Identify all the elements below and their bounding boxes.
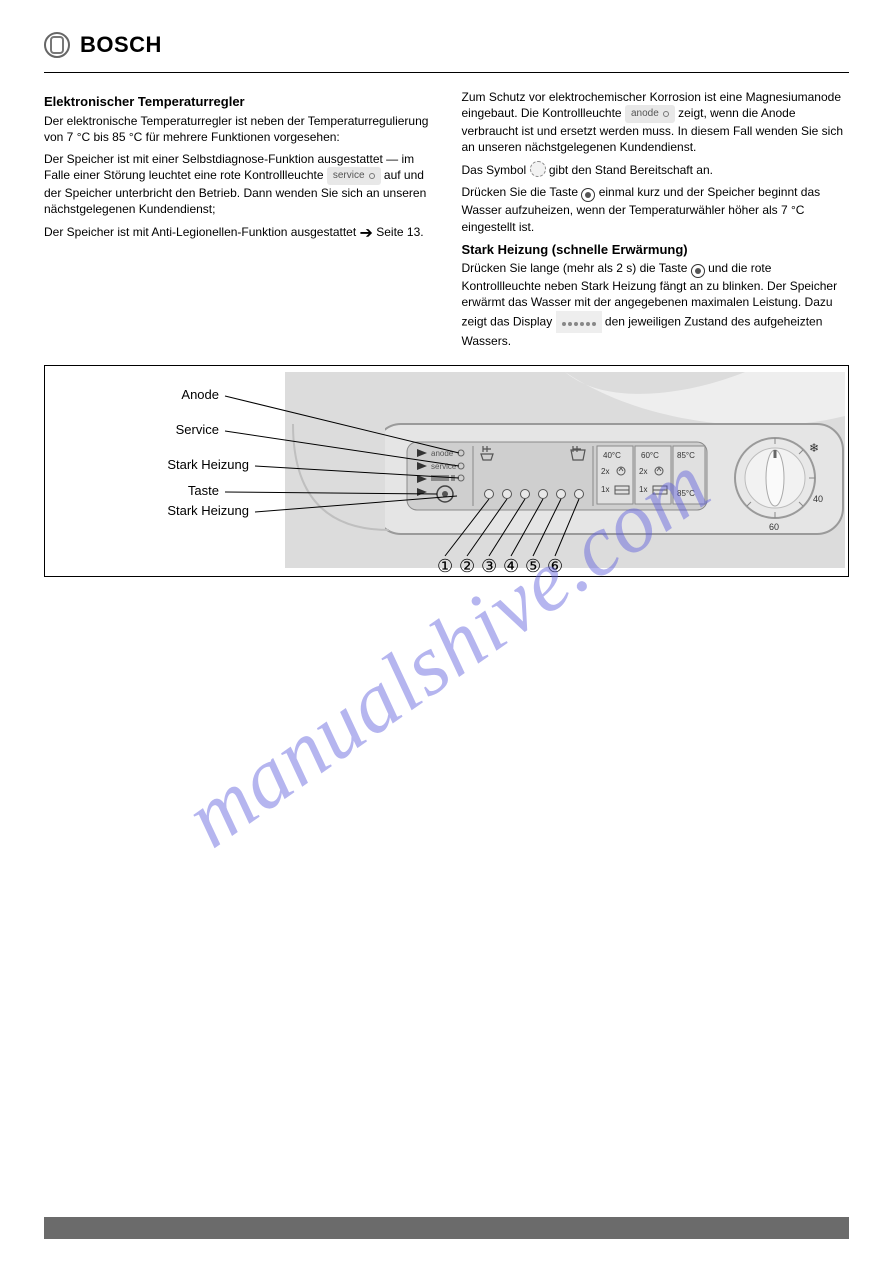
p-self-diag: Der Speicher ist mit einer Selbstdiagnos… <box>44 151 432 217</box>
svg-text:2x: 2x <box>601 467 609 476</box>
p-anti-legionellen: Der Speicher ist mit Anti-Legionellen-Fu… <box>44 223 432 245</box>
label-service: Service <box>176 422 219 437</box>
svg-text:③: ③ <box>481 556 497 576</box>
p-press-once: Drücken Sie die Taste einmal kurz und de… <box>462 184 850 234</box>
svg-text:②: ② <box>459 556 475 576</box>
footer-bar <box>44 1217 849 1239</box>
p-press-long: Drücken Sie lange (mehr als 2 s) die Tas… <box>462 260 850 349</box>
standby-icon <box>530 161 546 177</box>
svg-text:1x: 1x <box>639 485 647 494</box>
svg-text:2x: 2x <box>639 467 647 476</box>
svg-text:1x: 1x <box>601 485 609 494</box>
brand-name: BOSCH <box>80 32 162 58</box>
p-standby: Das Symbol gibt den Stand Bereitschaft a… <box>462 161 850 178</box>
label-stark-heizung-2: Stark Heizung <box>167 503 249 518</box>
power-button-icon <box>581 188 595 202</box>
label-stark-heizung: Stark Heizung <box>167 457 249 472</box>
svg-text:⑤: ⑤ <box>525 556 541 576</box>
temp-block-1-title: 60°C <box>641 451 659 460</box>
svg-text:85°C: 85°C <box>677 489 695 498</box>
control-panel-figure: anode service <box>44 365 849 577</box>
figure-callout-labels: Anode Service Stark Heizung Taste Stark … <box>167 387 249 518</box>
badge-service: service <box>327 167 381 185</box>
header-rule <box>44 72 849 73</box>
svg-text:⑥: ⑥ <box>547 556 563 576</box>
svg-text:40: 40 <box>813 494 823 504</box>
svg-text:anode: anode <box>431 449 454 458</box>
body-columns: Elektronischer Temperaturregler Der elek… <box>44 87 849 355</box>
svg-text:60: 60 <box>769 522 779 532</box>
column-left: Elektronischer Temperaturregler Der elek… <box>44 87 432 355</box>
display-bars-icon <box>556 311 602 333</box>
temp-block-2-title: 85°C <box>677 451 695 460</box>
heading-stark-heizung: Stark Heizung (schnelle Erwärmung) <box>462 241 850 259</box>
badge-anode-led-icon <box>663 111 669 117</box>
column-right: Zum Schutz vor elektrochemischer Korrosi… <box>462 87 850 355</box>
heading-regulator: Elektronischer Temperaturregler <box>44 93 432 111</box>
badge-anode: anode <box>625 105 675 123</box>
arrow-right-icon: ➔ <box>360 223 373 245</box>
svg-text:❄: ❄ <box>809 441 819 455</box>
label-anode: Anode <box>181 387 219 402</box>
svg-text:①: ① <box>437 556 453 576</box>
svg-text:④: ④ <box>503 556 519 576</box>
p-regulator-intro: Der elektronische Temperaturregler ist n… <box>44 113 432 145</box>
bosch-logo-icon <box>44 32 70 58</box>
temp-block-0-title: 40°C <box>603 451 621 460</box>
label-taste: Taste <box>188 483 219 498</box>
p-anode-protection: Zum Schutz vor elektrochemischer Korrosi… <box>462 89 850 155</box>
badge-service-led-icon <box>369 173 375 179</box>
power-button-icon-2 <box>691 264 705 278</box>
